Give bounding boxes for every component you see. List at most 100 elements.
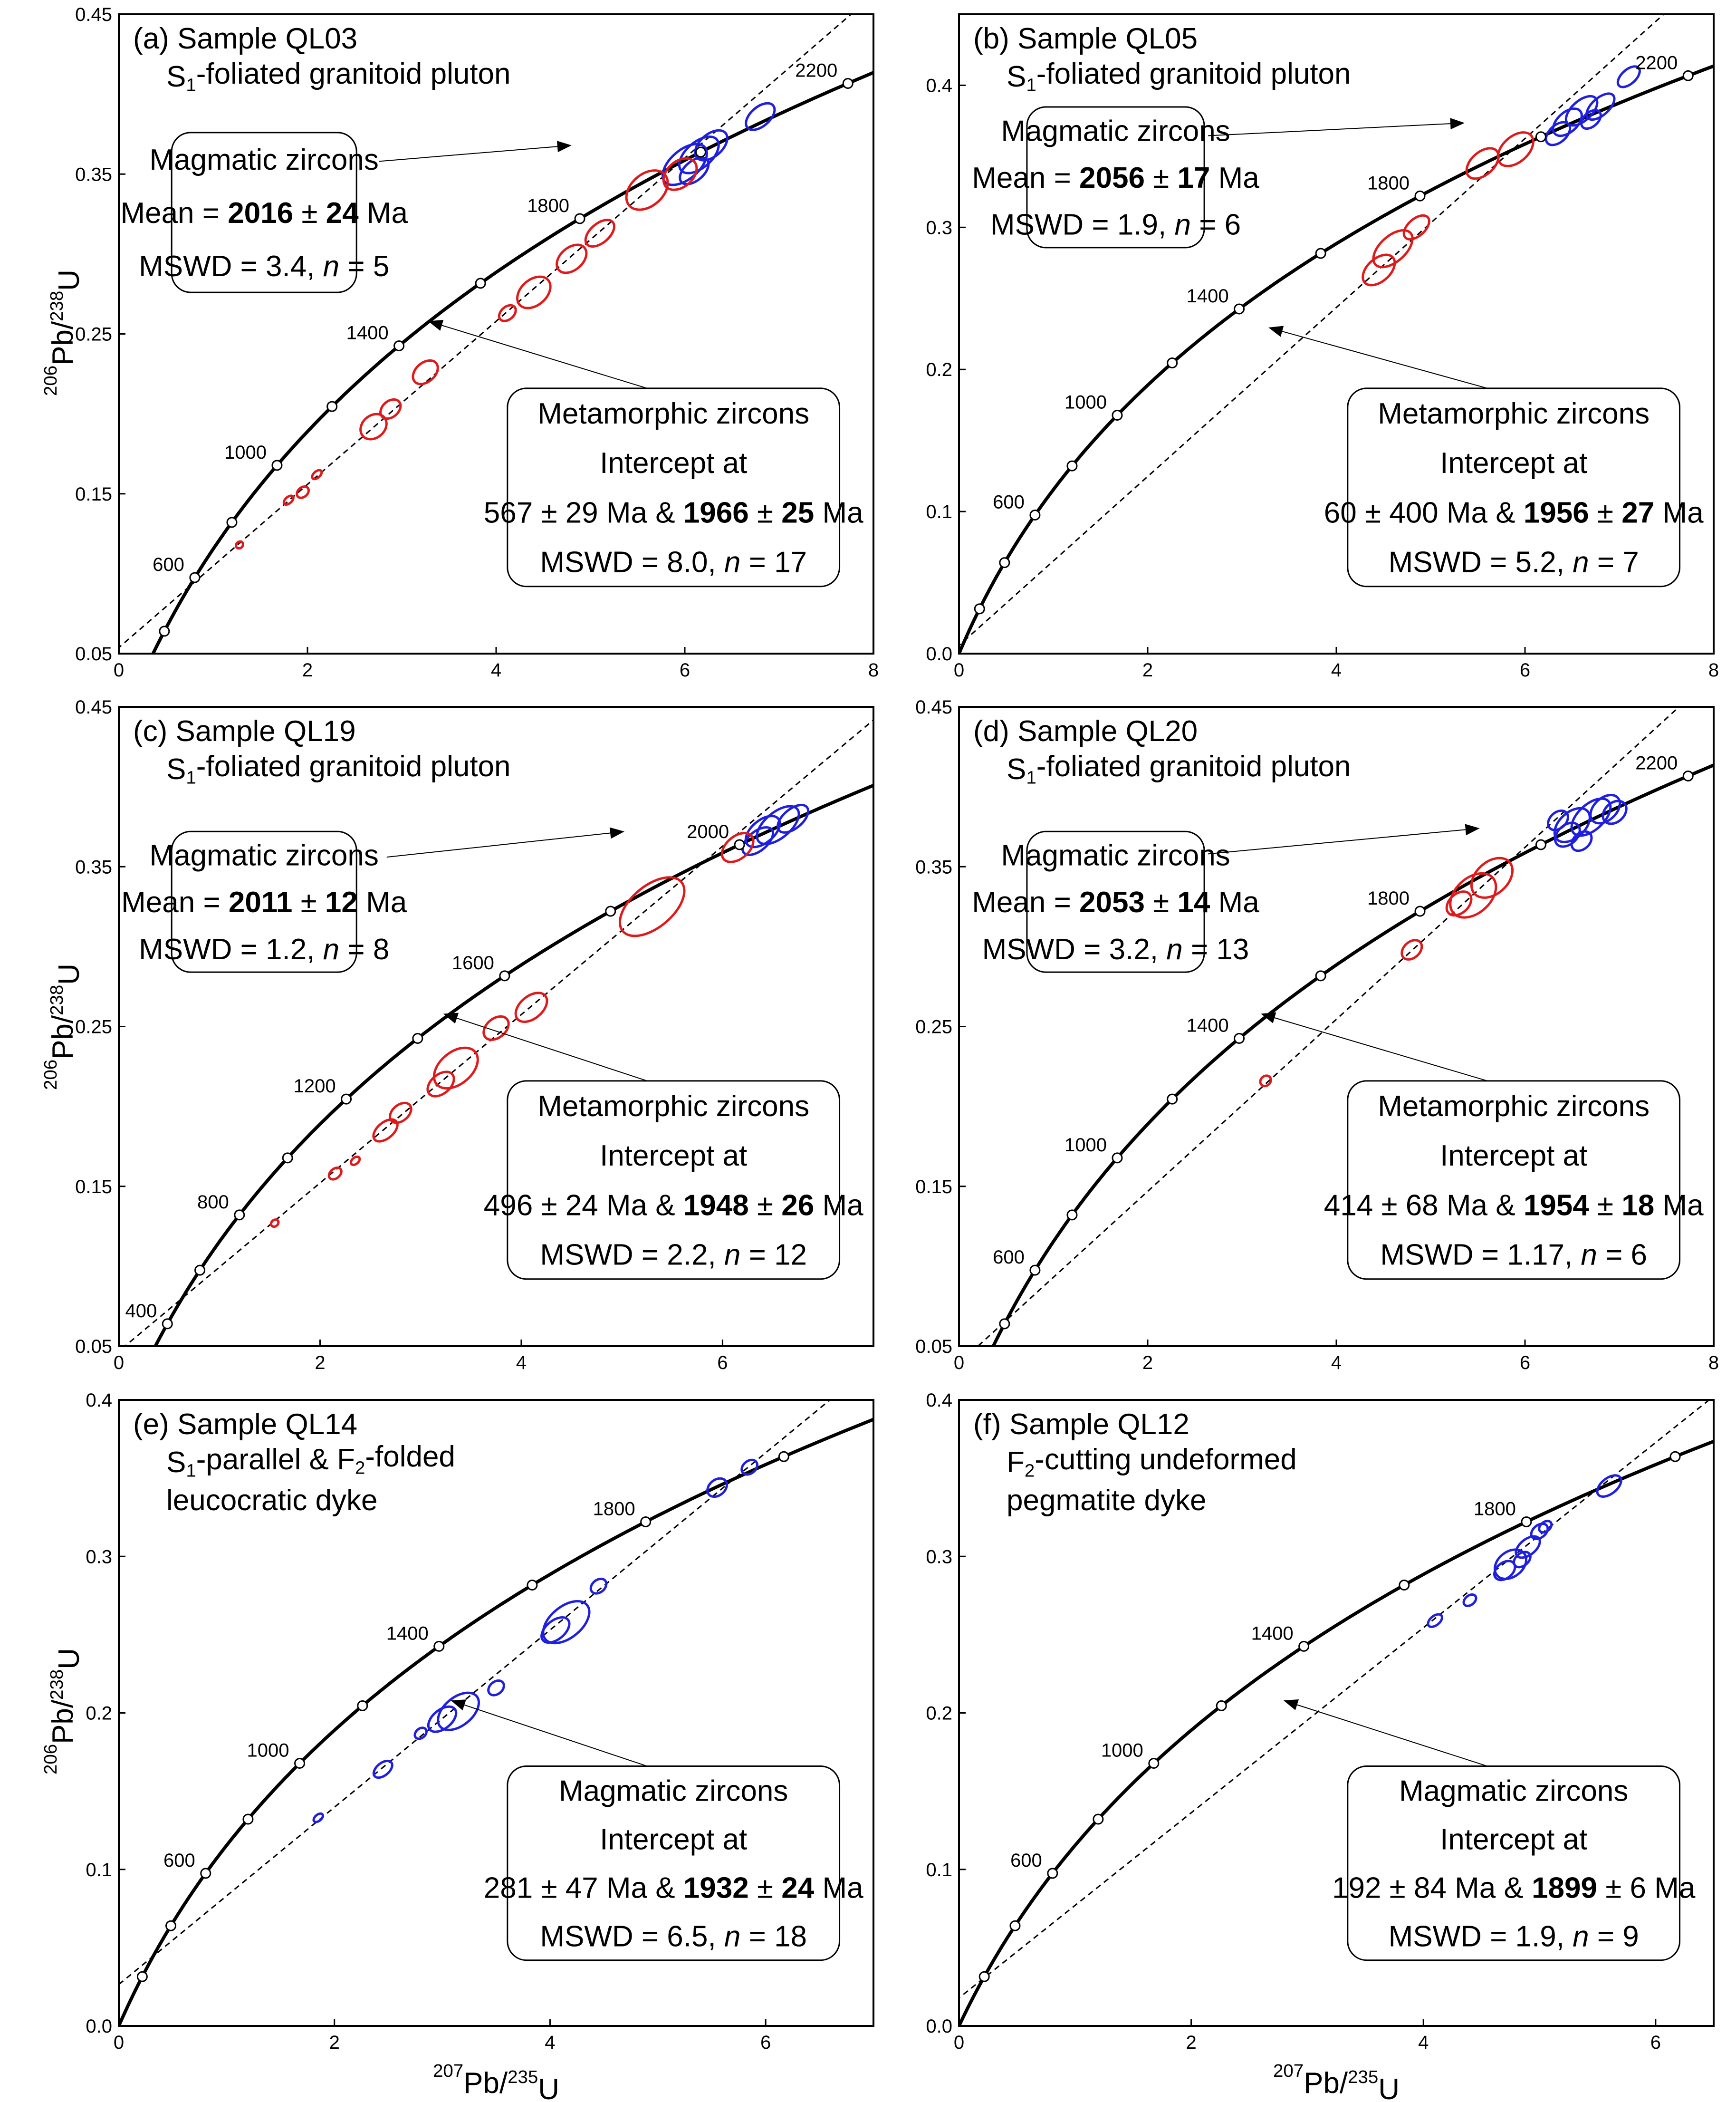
- y-tick-label: 0.4: [86, 1390, 112, 1411]
- magmatic-box-frame: [1026, 830, 1205, 973]
- age-marker-400: [165, 1920, 177, 1931]
- intercept-arrow: [1297, 1704, 1487, 1767]
- text-run: 12: [325, 886, 358, 919]
- x-tick-label: 6: [1520, 1352, 1530, 1373]
- intercept-box-line: Intercept at: [1440, 1823, 1587, 1856]
- x-tick-label: 2: [1142, 660, 1153, 681]
- text-run: MSWD = 5.2,: [1389, 546, 1573, 579]
- discordia-line: [959, 14, 1665, 646]
- age-marker-1200: [341, 1093, 352, 1105]
- metamorphic-ellipse: [556, 243, 588, 274]
- age-marker-1600: [499, 970, 510, 982]
- metamorphic-ellipse: [1465, 147, 1500, 180]
- age-marker-1200: [1216, 1700, 1227, 1711]
- age-label-800: 800: [197, 1192, 229, 1213]
- age-marker-1400: [433, 1640, 445, 1652]
- text-run: Pb/: [1304, 2067, 1348, 2100]
- text-run: Ma: [814, 496, 863, 529]
- panel-subtitle: S1-foliated granitoid pluton: [166, 58, 511, 96]
- y-axis-label: 206Pb/238U: [40, 1648, 86, 1774]
- x-tick-label: 6: [680, 660, 690, 681]
- text-run: 1: [1026, 768, 1036, 788]
- y-tick-label: 0.4: [926, 1390, 952, 1411]
- y-axis-label: 206Pb/238U: [40, 964, 86, 1090]
- intercept-box-line: Metamorphic zircons: [537, 397, 809, 430]
- age-marker-2200: [842, 77, 854, 89]
- age-marker-1800: [574, 213, 585, 224]
- age-marker-200: [978, 1971, 990, 1982]
- intercept-arrow-head: [1283, 1699, 1299, 1710]
- panel-subtitle-line: pegmatite dyke: [1007, 1484, 1206, 1517]
- magmatic-ellipse: [1570, 797, 1612, 837]
- text-run: = 17: [740, 546, 807, 579]
- intercept-box-line: Magmatic zircons: [1399, 1774, 1628, 1807]
- magmatic-ellipse: [312, 1812, 324, 1823]
- discordia-line: [119, 1400, 831, 1986]
- magmatic-ellipse: [1616, 65, 1641, 88]
- text-run: 2011: [229, 886, 293, 919]
- intercept-box-line: 192 ± 84 Ma & 1899 ± 6 Ma: [1332, 1872, 1696, 1905]
- text-run: 24: [781, 1872, 814, 1905]
- text-run: n: [323, 250, 339, 283]
- age-marker-800: [234, 1209, 245, 1221]
- panel-subtitle: S1-foliated granitoid pluton: [1007, 58, 1351, 96]
- age-label-1800: 1800: [593, 1498, 635, 1519]
- text-run: Ma: [1210, 162, 1259, 194]
- age-label-1400: 1400: [1251, 1623, 1294, 1644]
- text-run: Metamorphic zircons: [1378, 397, 1650, 430]
- text-run: 206: [40, 1060, 61, 1090]
- text-run: n: [1581, 1239, 1597, 1272]
- intercept-box-line: MSWD = 1.9, n = 9: [1389, 1920, 1639, 1953]
- text-run: -foliated granitoid pluton: [1036, 750, 1351, 783]
- text-run: S: [166, 60, 186, 93]
- text-run: Metamorphic zircons: [537, 397, 809, 430]
- age-label-1800: 1800: [1367, 888, 1410, 909]
- text-run: Ma: [814, 1189, 863, 1222]
- magmatic-ellipse: [1589, 793, 1621, 825]
- metamorphic-ellipse: [498, 304, 517, 322]
- metamorphic-ellipse: [349, 1155, 361, 1166]
- magmatic-ellipse: [437, 1691, 480, 1731]
- y-tick-label: 0.25: [75, 1017, 112, 1038]
- text-run: S: [1007, 60, 1026, 93]
- plot-area: [124, 719, 873, 1346]
- metamorphic-ellipse: [514, 992, 548, 1023]
- intercept-box-line: Intercept at: [1440, 1139, 1587, 1172]
- intercept-box-line: Intercept at: [600, 1823, 747, 1856]
- y-tick-label: 0.3: [926, 217, 952, 238]
- age-marker-1400: [393, 340, 405, 352]
- age-marker-600: [194, 1264, 206, 1276]
- concordia-curve: [991, 763, 1714, 1346]
- text-run: n: [724, 546, 740, 579]
- text-run: Intercept at: [600, 1139, 747, 1172]
- x-tick-label: 0: [114, 1352, 124, 1373]
- text-run: 207: [433, 2061, 463, 2081]
- text-run: 281 ± 47 Ma &: [484, 1872, 683, 1905]
- intercept-box-line: Magmatic zircons: [559, 1774, 788, 1807]
- magmatic-ellipse: [756, 805, 800, 846]
- intercept-box-frame: [1347, 1765, 1681, 1961]
- text-run: 2056: [1079, 162, 1145, 194]
- x-tick-label: 4: [1418, 2032, 1429, 2053]
- text-run: n: [1166, 933, 1182, 966]
- metamorphic-ellipse: [1372, 229, 1414, 269]
- x-tick-label: 8: [1708, 660, 1719, 681]
- magmatic-ellipse: [1544, 121, 1572, 146]
- text-run: Pb/: [47, 1015, 79, 1060]
- age-marker-2000: [1669, 1451, 1681, 1462]
- text-run: -foliated granitoid pluton: [196, 58, 511, 90]
- magmatic-box-frame: [1026, 106, 1205, 249]
- text-run: 6: [1630, 1872, 1646, 1905]
- age-marker-200: [136, 1971, 148, 1982]
- text-run: 1: [186, 768, 196, 788]
- intercept-box-line: Metamorphic zircons: [1378, 1090, 1650, 1123]
- intercept-arrow-head: [443, 1012, 459, 1024]
- age-marker-1600: [1315, 248, 1326, 259]
- magmatic-box-line: Mean = 2056 ± 17 Ma: [972, 162, 1259, 194]
- age-marker-2000: [778, 1451, 789, 1462]
- age-marker-2000: [1535, 131, 1546, 143]
- intercept-box-line: MSWD = 8.0, n = 17: [540, 546, 807, 579]
- text-run: 1956: [1524, 496, 1589, 529]
- intercept-box-frame: [507, 1080, 841, 1280]
- age-marker-800: [242, 1813, 254, 1825]
